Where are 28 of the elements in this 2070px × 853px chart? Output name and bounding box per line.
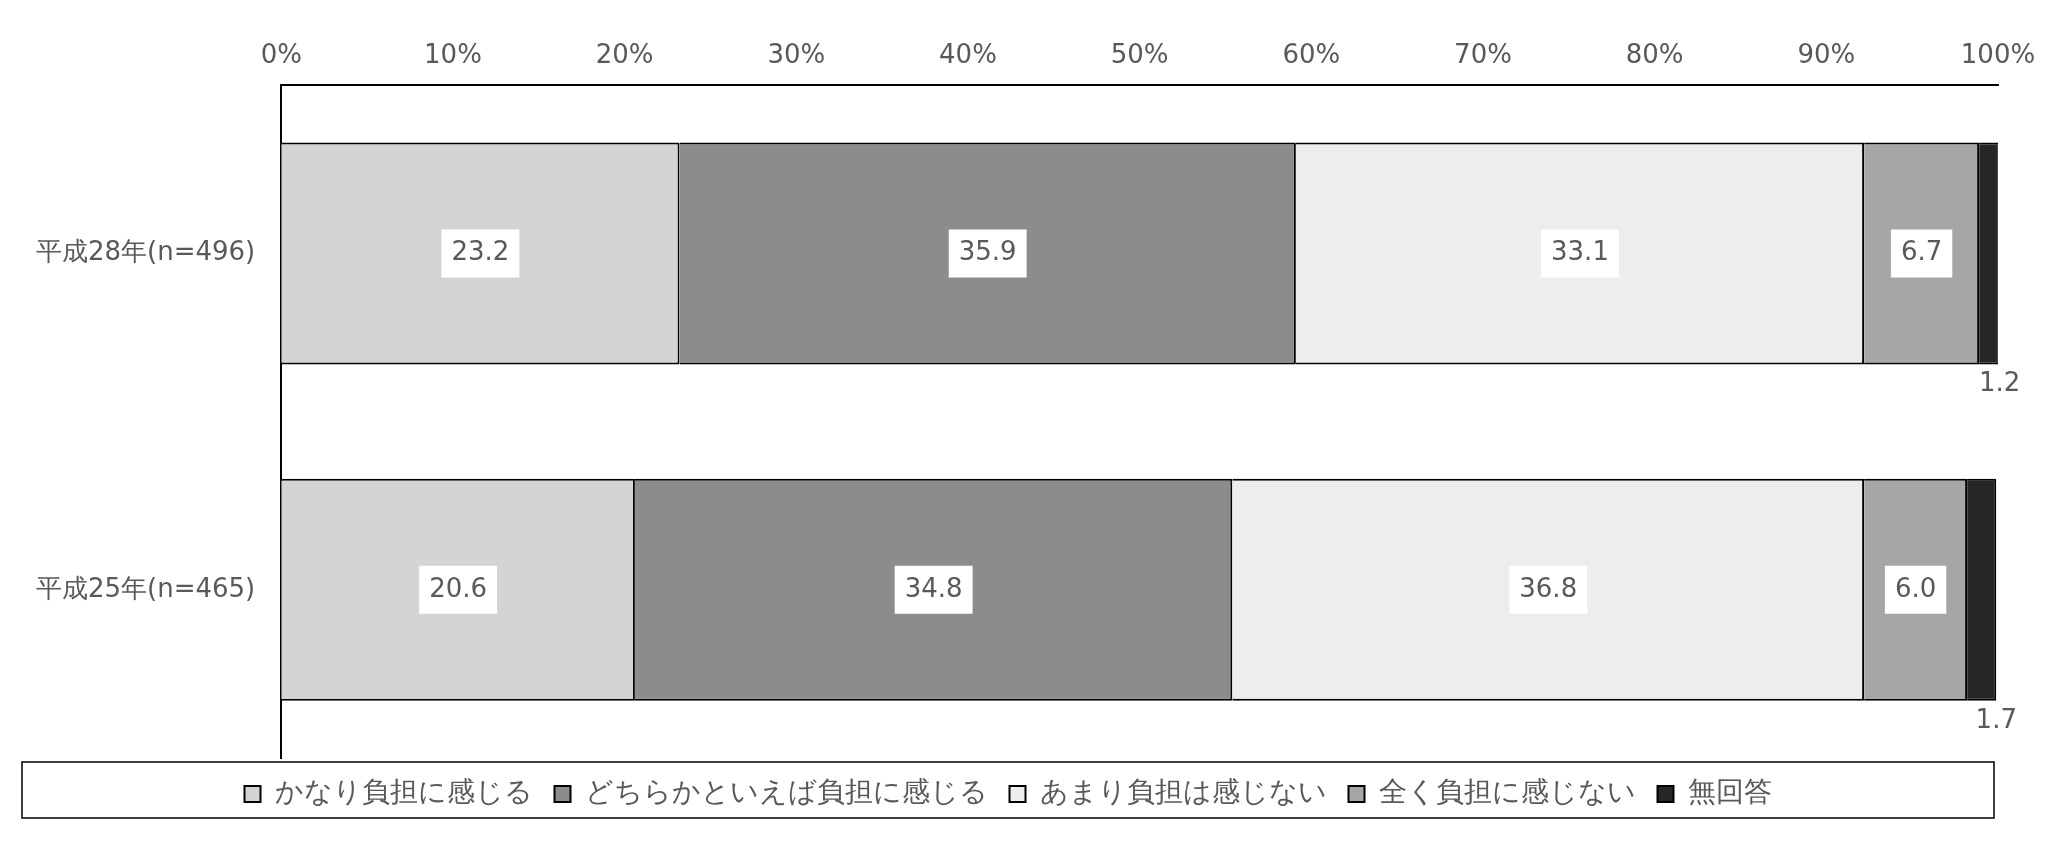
data-label: 6.7: [1900, 236, 1943, 267]
data-label: 20.6: [429, 572, 488, 603]
legend-label: かなり負担に感じる: [274, 775, 533, 809]
y-tick-label: 平成28年(n=496): [36, 236, 256, 267]
data-label: 6.0: [1894, 572, 1937, 603]
x-tick-label: 40%: [939, 39, 997, 70]
x-tick-label: 50%: [1110, 39, 1169, 70]
x-tick-label: 30%: [767, 39, 826, 70]
x-tick-label: 100%: [1960, 39, 2036, 70]
x-tick-label: 0%: [260, 39, 302, 70]
data-label: 34.8: [904, 572, 963, 603]
legend-label: 全く負担に感じない: [1378, 775, 1636, 809]
data-label: 1.7: [1975, 703, 2017, 734]
x-tick-label: 20%: [595, 39, 654, 70]
x-tick-label: 10%: [424, 39, 482, 70]
x-tick-label: 90%: [1797, 39, 1856, 70]
data-label: 33.1: [1551, 236, 1609, 267]
legend-label: どちらかといえば負担に感じる: [584, 775, 988, 809]
legend-label: 無回答: [1687, 775, 1772, 809]
data-label: 1.2: [1979, 367, 2021, 398]
data-label: 35.9: [958, 236, 1017, 267]
data-label: 23.2: [451, 236, 510, 267]
data-label: 36.8: [1519, 572, 1578, 603]
y-tick-label: 平成25年(n=465): [36, 572, 256, 603]
x-tick-label: 60%: [1282, 39, 1341, 70]
legend-label: あまり負担は感じない: [1039, 775, 1327, 809]
x-tick-label: 80%: [1625, 39, 1684, 70]
x-tick-label: 70%: [1454, 39, 1512, 70]
